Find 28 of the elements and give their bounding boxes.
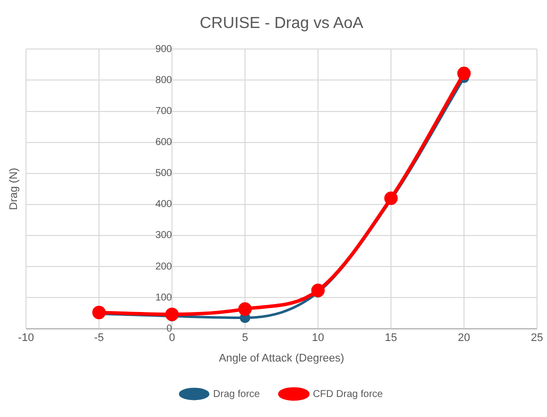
y-tick-label: 800 <box>155 74 172 86</box>
y-tick-label: 500 <box>155 168 172 180</box>
point <box>311 284 325 298</box>
x-axis-title: Angle of Attack (Degrees) <box>218 352 344 364</box>
point <box>384 191 398 205</box>
y-axis-title: Drag (N) <box>8 168 20 210</box>
y-tick-label: 200 <box>155 261 172 272</box>
point <box>238 302 252 316</box>
x-tick-label: 15 <box>384 332 398 344</box>
y-tick-label: 100 <box>155 292 172 304</box>
legend-label: CFD Drag force <box>312 388 384 400</box>
x-tick-label: 5 <box>242 332 248 344</box>
y-tick-label: 400 <box>155 199 172 210</box>
y-tick-label: 300 <box>155 230 172 242</box>
x-tick-label: -10 <box>18 332 34 344</box>
y-tick-label: 700 <box>155 106 172 118</box>
point <box>165 308 179 322</box>
legend-label: Drag force <box>213 388 260 400</box>
y-tick-label: 600 <box>155 137 172 148</box>
chart-title: CRUISE - Drag vs AoA <box>200 15 364 32</box>
x-tick-label: 10 <box>312 332 324 344</box>
x-tick-label: 25 <box>530 332 544 344</box>
y-tick-label: 900 <box>155 44 172 55</box>
point <box>92 306 106 320</box>
x-tick-label: -5 <box>94 332 104 344</box>
x-tick-label: 20 <box>458 332 470 344</box>
y-tick-label: 0 <box>166 323 172 334</box>
point <box>457 66 471 80</box>
